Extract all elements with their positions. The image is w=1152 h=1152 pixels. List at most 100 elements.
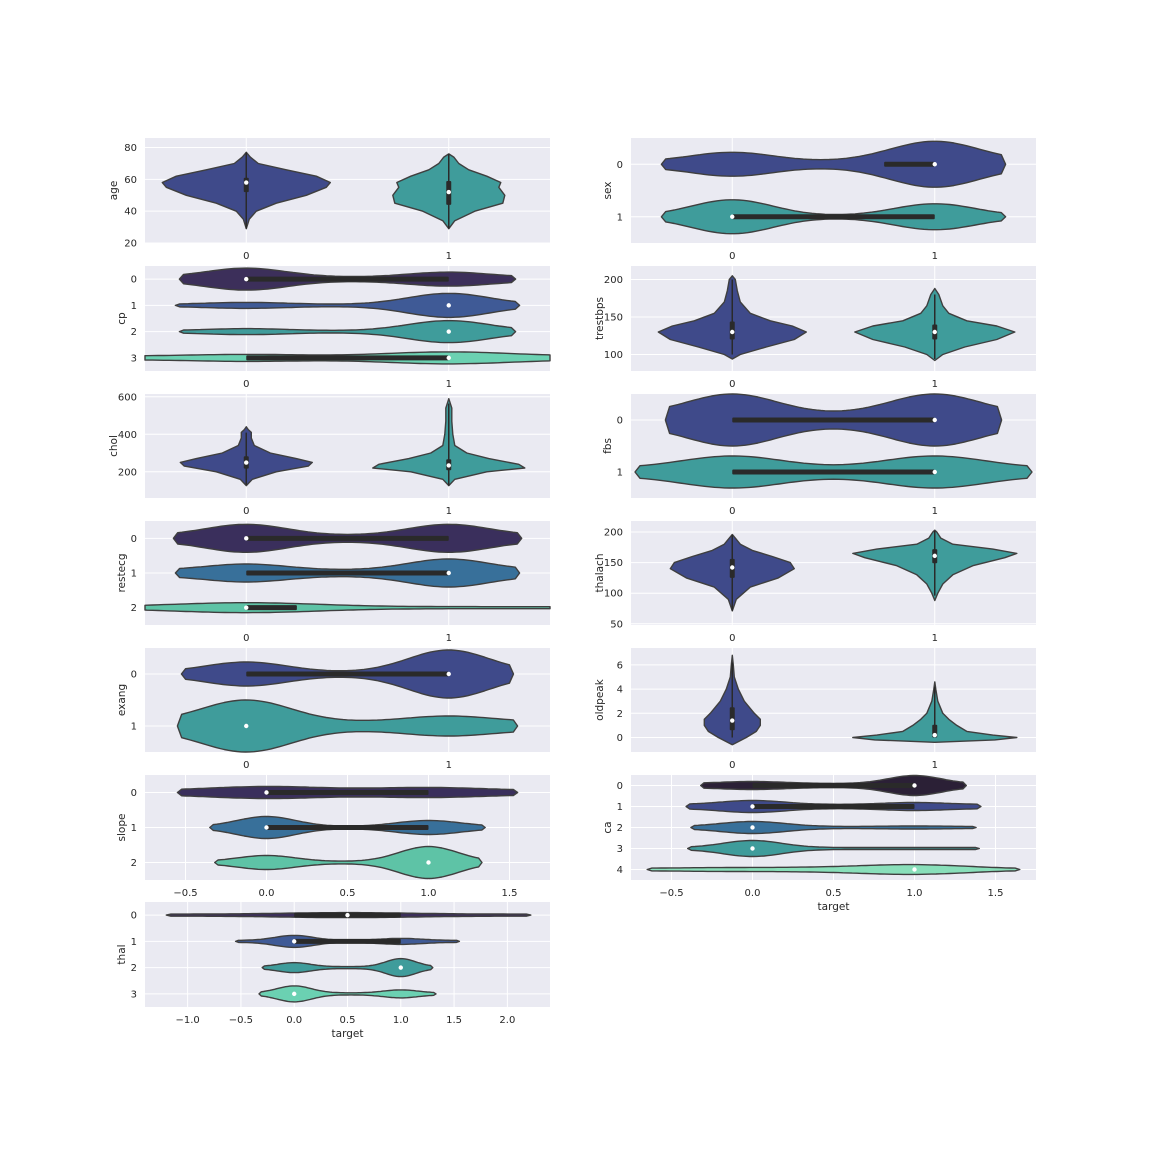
panel-ca-xtick: 0.5: [826, 888, 842, 899]
panel-thalach-median-0: [730, 565, 735, 570]
panel-thalach-xtick: 1: [932, 633, 938, 644]
panel-age-median-1: [446, 189, 451, 195]
panel-trestbps-ylabel: trestbps: [594, 297, 606, 340]
panel-thal-ylabel: thal: [116, 944, 128, 964]
panel-ca-xtick: 1.0: [907, 888, 923, 899]
panel-fbs-xtick: 0: [729, 506, 735, 517]
panel-thal-median-2: [398, 965, 403, 970]
panel-age-ytick: 80: [124, 143, 137, 154]
panel-ca-iqr-box-0: [752, 783, 915, 788]
panel-ca-violin-2: [690, 820, 977, 835]
panel-cp-violin-1: [174, 292, 521, 319]
panel-thal-median-0: [345, 912, 350, 918]
panel-exang-iqr-box-0: [246, 671, 449, 677]
panel-age-median-0: [244, 180, 249, 185]
panel-restecg-median-0: [244, 536, 249, 541]
panel-fbs-median-0: [932, 417, 937, 423]
panel-thal-xtick: 1.0: [393, 1015, 409, 1026]
panel-cp-xtick: 1: [446, 379, 452, 390]
panel-sex-ytick: 1: [617, 212, 623, 223]
panel-slope-median-1: [264, 825, 269, 830]
panel-restecg-ytick: 0: [131, 534, 137, 545]
panel-thal-xlabel: target: [332, 1028, 364, 1040]
panel-fbs-ylabel: fbs: [602, 438, 614, 454]
panel-slope-xtick: 1.0: [421, 888, 437, 899]
panel-age-ytick: 60: [124, 175, 137, 186]
panel-sex-violin-0: [660, 140, 1007, 188]
panel-chol-background: [145, 394, 550, 498]
panel-ca-violin-3: [687, 839, 980, 858]
panel-oldpeak-median-1: [932, 732, 937, 738]
panel-restecg-iqr-box-2: [246, 605, 297, 611]
panel-cp-median-2: [446, 329, 451, 334]
panel-oldpeak-median-0: [730, 718, 735, 723]
panel-thalach-ytick: 200: [604, 528, 623, 539]
panel-cp-median-1: [446, 303, 451, 308]
panel-trestbps-xtick: 0: [729, 379, 735, 390]
panel-ca-xtick: −0.5: [659, 888, 683, 899]
panel-trestbps-xtick: 1: [932, 379, 938, 390]
panel-slope-median-2: [426, 860, 431, 865]
panel-cp-violin-2: [178, 319, 517, 344]
panel-trestbps-background: [631, 266, 1036, 371]
panel-ca-median-2: [750, 825, 755, 830]
panel-thal-xtick: 0.5: [340, 1015, 356, 1026]
panel-restecg-xtick: 0: [243, 633, 249, 644]
panel-oldpeak-ytick: 2: [617, 709, 623, 720]
panel-slope-ylabel: slope: [116, 814, 128, 842]
panel-restecg-median-1: [446, 570, 451, 576]
panel-oldpeak-ytick: 0: [617, 733, 623, 744]
panel-slope-xtick: −0.5: [173, 888, 197, 899]
panel-cp-ytick: 1: [131, 301, 137, 312]
panel-restecg-iqr-box-0: [246, 535, 449, 541]
panel-restecg-ytick: 2: [131, 603, 137, 614]
panel-sex-xtick: 0: [729, 251, 735, 262]
panel-age-ylabel: age: [108, 181, 120, 201]
panel-slope-xtick: 1.5: [502, 888, 518, 899]
panel-exang-median-0: [446, 671, 451, 677]
panel-thal-violin-2: [261, 957, 434, 978]
panel-ca-median-1: [750, 804, 755, 809]
panel-chol-ytick: 600: [118, 392, 137, 403]
panel-slope-iqr-box-0: [266, 790, 429, 795]
panel-fbs-ytick: 0: [617, 416, 623, 427]
panel-cp-ytick: 0: [131, 275, 137, 286]
panel-ca-ytick: 3: [617, 844, 623, 855]
panel-thal-ytick: 2: [131, 963, 137, 974]
panel-fbs-xtick: 1: [932, 506, 938, 517]
panel-age-xtick: 1: [446, 251, 452, 262]
panel-trestbps-ytick: 100: [604, 350, 623, 361]
panel-trestbps-ytick: 150: [604, 313, 623, 324]
panel-cp-median-3: [446, 355, 451, 361]
panel-exang-ytick: 0: [131, 670, 137, 681]
panel-slope-xtick: 0.0: [259, 888, 275, 899]
panel-trestbps-median-0: [730, 329, 735, 335]
panel-thal-iqr-box-1: [294, 938, 401, 944]
panel-ca-iqr-box-1: [752, 804, 915, 809]
panel-ca-ytick: 2: [617, 823, 623, 834]
panel-age-ytick: 40: [124, 207, 137, 218]
panel-thalach-median-1: [932, 553, 937, 559]
panel-cp-median-0: [244, 276, 249, 282]
panel-restecg-median-2: [244, 605, 249, 610]
panel-ca-xtick: 1.5: [988, 888, 1004, 899]
panel-ca-ytick: 4: [617, 865, 623, 876]
panel-cp-ytick: 3: [131, 353, 137, 364]
panel-age-iqr-box-0: [243, 177, 249, 193]
panel-thal-xtick: 1.5: [446, 1015, 462, 1026]
panel-thalach-xtick: 0: [729, 633, 735, 644]
panel-thalach-ytick: 100: [604, 589, 623, 600]
panel-ca-median-0: [912, 783, 917, 788]
panel-sex-ylabel: sex: [602, 182, 614, 200]
panel-sex-median-1: [730, 214, 735, 219]
panel-thal-violin-3: [258, 985, 437, 1003]
panel-exang-xtick: 0: [243, 760, 249, 771]
panel-sex-ytick: 0: [617, 160, 623, 171]
panel-thal-xtick: −0.5: [229, 1015, 253, 1026]
panel-sex-xtick: 1: [932, 251, 938, 262]
panel-slope-violin-2: [214, 845, 483, 880]
panel-thal-ytick: 0: [131, 911, 137, 922]
panel-thalach-ytick: 50: [610, 619, 623, 630]
panel-sex-median-0: [932, 162, 937, 167]
panel-chol-xtick: 0: [243, 506, 249, 517]
